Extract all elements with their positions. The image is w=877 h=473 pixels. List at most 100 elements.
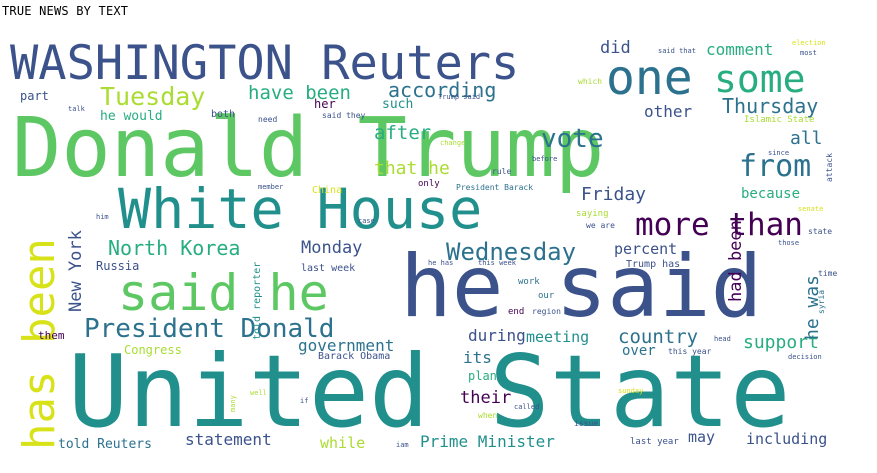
word-part: part (20, 89, 49, 103)
word-many: many (229, 395, 237, 412)
word-president-barack: President Barack (456, 183, 534, 192)
word-before: before (532, 155, 558, 163)
word-plan: plan (468, 369, 497, 383)
word-time: time (818, 269, 838, 278)
word-during: during (468, 326, 526, 345)
word-donald-trump: Donald Trump (12, 101, 605, 196)
word-while: while (320, 434, 366, 452)
word-china: China (312, 185, 343, 196)
word-over: over (622, 343, 656, 359)
word-he-would: he would (100, 109, 163, 124)
word-said-he: said he (118, 264, 329, 322)
word-did: did (600, 38, 631, 58)
word-thursday: Thursday (722, 94, 819, 118)
word-had-been: had been (726, 220, 746, 302)
word-he-said: he said (400, 237, 763, 337)
word-wednesday: Wednesday (446, 238, 577, 266)
page-title: TRUE NEWS BY TEXT (2, 4, 129, 18)
word-that-he: that he (374, 158, 450, 179)
word-their: their (460, 388, 512, 408)
word-attack: attack (825, 153, 834, 182)
word-issue: issue (574, 419, 599, 428)
word-support: support (743, 332, 819, 353)
word-including: including (746, 430, 828, 448)
word-well: well (250, 389, 267, 397)
word-called: called (514, 403, 540, 411)
word-barack-obama: Barack Obama (318, 351, 391, 362)
word-all: all (790, 128, 823, 149)
word-head: head (714, 335, 731, 343)
word-talk: talk (68, 105, 85, 113)
word-government: government (298, 336, 395, 355)
word-member: member (258, 183, 284, 191)
word-them: them (38, 329, 65, 342)
word-tuesday: Tuesday (100, 82, 206, 111)
word-work: work (518, 277, 540, 287)
word-other: other (644, 102, 693, 121)
word-monday: Monday (301, 238, 363, 258)
word-islamic-state: Islamic State (744, 115, 815, 125)
word-those: those (778, 239, 800, 247)
word-decision: decision (788, 353, 822, 361)
word-has-been: has been (14, 238, 65, 450)
word-statement: statement (185, 430, 272, 449)
word-russia: Russia (96, 259, 140, 273)
word-one: one (606, 50, 693, 106)
word-most: most (800, 49, 817, 57)
word-said-that: said that (658, 47, 696, 55)
word-end: end (508, 307, 525, 317)
word-he-has: he has (428, 259, 454, 267)
word-friday: Friday (581, 184, 647, 205)
word-comment: comment (706, 40, 774, 59)
word-when: when (478, 411, 498, 420)
word-this-week: this week (478, 259, 516, 267)
word-both: both (211, 109, 236, 120)
word-her: her (314, 97, 336, 111)
word-such: such (382, 97, 414, 112)
word-we-are: we are (586, 221, 615, 230)
word-case: case (358, 217, 375, 225)
word-region: region (532, 307, 561, 316)
word-after: after (374, 122, 432, 144)
word-united-state: United State (68, 333, 791, 450)
word-our: our (538, 291, 555, 301)
word-cloud: Donald Trump United State he said White … (8, 32, 844, 456)
word-told-reuters: told Reuters (58, 437, 152, 452)
word-new-york: New York (66, 230, 86, 312)
word-change: change (440, 139, 466, 147)
word-more-than: more than (635, 207, 803, 243)
word-vote: vote (541, 124, 604, 154)
word-iam: iam (396, 441, 409, 449)
word-north-korea: North Korea (108, 236, 241, 260)
word-saying: saying (576, 209, 609, 219)
word-syria: syria (817, 289, 826, 314)
word-told-reporter: told reporter (252, 261, 263, 340)
word-country: country (618, 326, 699, 348)
word-said-they: said they (322, 111, 366, 120)
word-state: state (808, 227, 833, 236)
word-white-house: White House (118, 177, 483, 241)
word-senate: senate (798, 205, 824, 213)
word-this-year: this year (668, 347, 712, 356)
word-some: some (714, 57, 806, 101)
word-president-donald: President Donald (84, 314, 335, 344)
word-its: its (463, 348, 492, 367)
word-last-year: last year (630, 437, 679, 447)
word-sunday: sunday (618, 387, 644, 395)
word-washington-reuters: WASHINGTON Reuters (10, 36, 520, 91)
word-last-week: last week (301, 263, 356, 274)
word-if: if (300, 397, 309, 405)
word-him: him (96, 213, 109, 221)
word-because: because (741, 186, 801, 202)
word-which: which (578, 77, 603, 86)
word-meeting: meeting (526, 328, 590, 346)
word-congress: Congress (124, 343, 182, 357)
word-need: need (258, 115, 278, 124)
word-rule: rule (492, 167, 512, 176)
word-since: since (768, 149, 790, 157)
word-only: only (418, 179, 440, 189)
word-trump-has: Trump has (626, 259, 681, 270)
word-have-been: have been (248, 82, 351, 104)
word-percent: percent (614, 240, 678, 258)
word-from: from (739, 149, 812, 184)
